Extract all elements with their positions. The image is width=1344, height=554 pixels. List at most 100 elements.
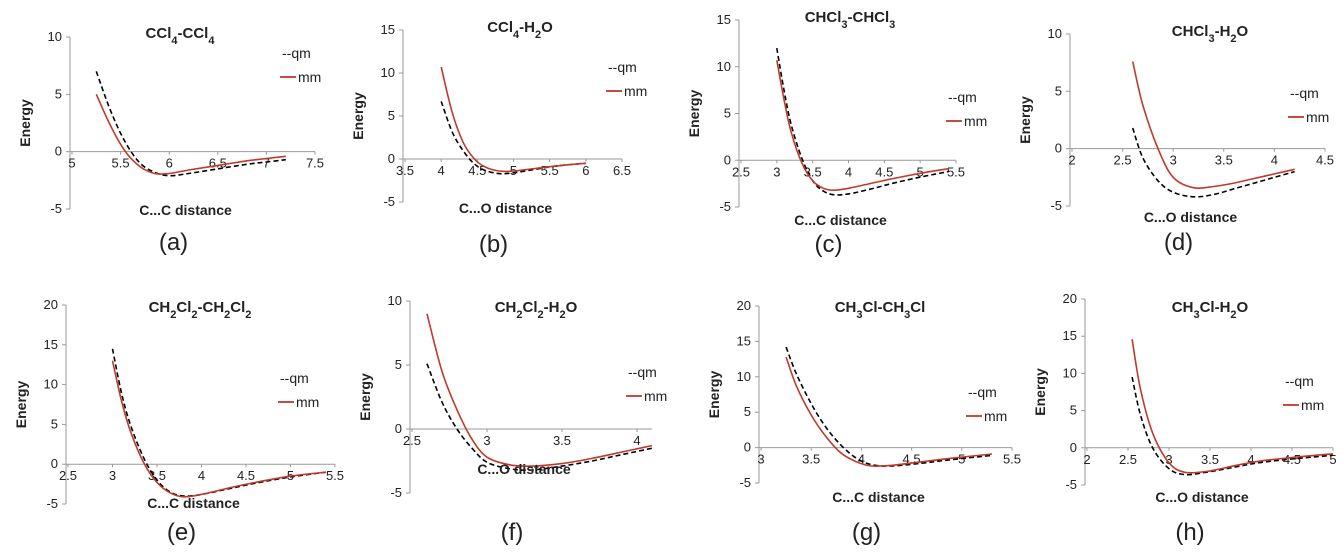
x-axis-label: C...C distance [794,212,887,228]
series-line-mm [426,313,653,467]
x-tick-label: 4.5 [237,468,255,483]
y-tick-label: 20 [44,297,58,312]
series-line-qm [776,47,949,196]
x-axis-label: C...O distance [1155,489,1249,505]
y-tick-label: 0 [388,151,395,166]
series-line-qm [1131,127,1295,198]
y-tick-label: -5 [46,496,58,511]
x-tick-label: 5.5 [326,468,344,483]
panel-label: (a) [159,229,188,256]
x-axis-label: C...O distance [459,200,553,216]
x-axis-label: C...O distance [477,461,571,477]
x-tick-label: 5.5 [112,156,130,171]
legend-entry-qm: --qm [1285,373,1314,389]
chart-title: CH3Cl-H2O [1172,299,1249,321]
y-tick-label: 5 [55,86,62,101]
series-line-mm [1131,339,1334,474]
x-tick-label: 4.5 [875,164,893,179]
x-tick-label: 2.5 [732,164,750,179]
chart-title: CCl4-CCl4 [146,25,216,47]
panel-label: (h) [1175,519,1204,546]
x-tick-label: 4 [858,452,865,467]
y-tick-label: -5 [383,194,395,209]
series-line-mm [440,66,586,173]
x-tick-label: 6.5 [613,163,631,178]
x-tick-label: 4 [1271,153,1278,168]
chart-title: CCl4-H2O [487,19,553,41]
y-tick-label: 0 [744,440,751,455]
x-tick-label: 3.5 [396,163,414,178]
legend-entry-qm: --qm [948,89,977,105]
y-tick-label: -5 [50,201,62,216]
x-tick-label: 2 [1083,452,1090,467]
chart-title: CHCl3-CHCl3 [805,9,896,31]
y-axis-label: Energy [17,99,33,147]
y-tick-label: 5 [388,108,395,123]
y-tick-label: -5 [390,485,402,500]
y-tick-label: 0 [1055,141,1062,156]
x-tick-label: 2.5 [59,468,77,483]
legend-entry-mm: mm [296,394,319,410]
y-axis-label: Energy [1017,96,1033,144]
x-tick-label: 3.5 [1201,452,1219,467]
legend-entry-mm: mm [644,388,667,404]
x-tick-label: 3 [1165,452,1172,467]
y-tick-label: 5 [744,404,751,419]
legend-entry-mm: mm [1306,109,1329,125]
chart-panel-6: -5 0 5 10 2.5 3 3.5 4 CH2Cl2-H2O Energy C...O dist… [357,293,667,546]
chart-title: CH2Cl2-H2O [495,299,578,321]
y-tick-label: 5 [1055,83,1062,98]
y-tick-label: 15 [1063,328,1077,343]
x-axis-label: C...C distance [832,489,925,505]
legend-entry-qm: --qm [628,364,657,380]
x-tick-label: 3 [757,452,764,467]
y-tick-label: 0 [55,144,62,159]
x-tick-label: 2.5 [403,433,421,448]
x-tick-label: 2 [1068,153,1075,168]
x-tick-label: 5 [68,156,75,171]
x-tick-label: 4.5 [468,163,486,178]
x-tick-label: 6 [582,163,589,178]
x-tick-label: 4 [1247,452,1254,467]
y-tick-label: -5 [1065,477,1077,492]
series-line-mm [95,93,286,175]
y-tick-label: 5 [395,357,402,372]
legend-entry-mm: mm [1301,397,1324,413]
x-tick-label: 3 [109,468,116,483]
series-line-mm [785,356,992,468]
series-line-qm [426,363,653,471]
y-tick-label: 5 [724,106,731,121]
y-tick-label: 0 [1070,440,1077,455]
y-axis-label: Energy [706,371,722,419]
legend-entry-mm: mm [964,113,987,129]
legend-entry-mm: mm [298,69,321,85]
y-tick-label: -5 [1050,198,1062,213]
y-axis-label: Energy [350,92,366,140]
y-tick-label: 15 [737,333,751,348]
legend-entry-qm: --qm [282,45,311,61]
legend-entry-qm: --qm [968,384,997,400]
x-tick-label: 6 [166,156,173,171]
y-tick-label: 0 [724,152,731,167]
panel-label: (g) [852,519,881,546]
legend-entry-qm: --qm [280,370,309,386]
x-tick-label: 3.5 [148,468,166,483]
y-tick-label: 10 [44,377,58,392]
y-axis-label: Energy [357,373,373,421]
x-tick-label: 3.5 [1215,153,1233,168]
x-axis-label: C...O distance [1144,209,1238,225]
legend-entry-mm: mm [624,83,647,99]
x-tick-label: 5 [1329,452,1336,467]
x-tick-label: 3 [483,433,490,448]
x-tick-label: 5 [917,164,924,179]
x-tick-label: 4 [198,468,205,483]
y-axis-label: Energy [686,90,702,138]
y-tick-label: 10 [48,29,62,44]
series-line-mm [776,60,949,192]
